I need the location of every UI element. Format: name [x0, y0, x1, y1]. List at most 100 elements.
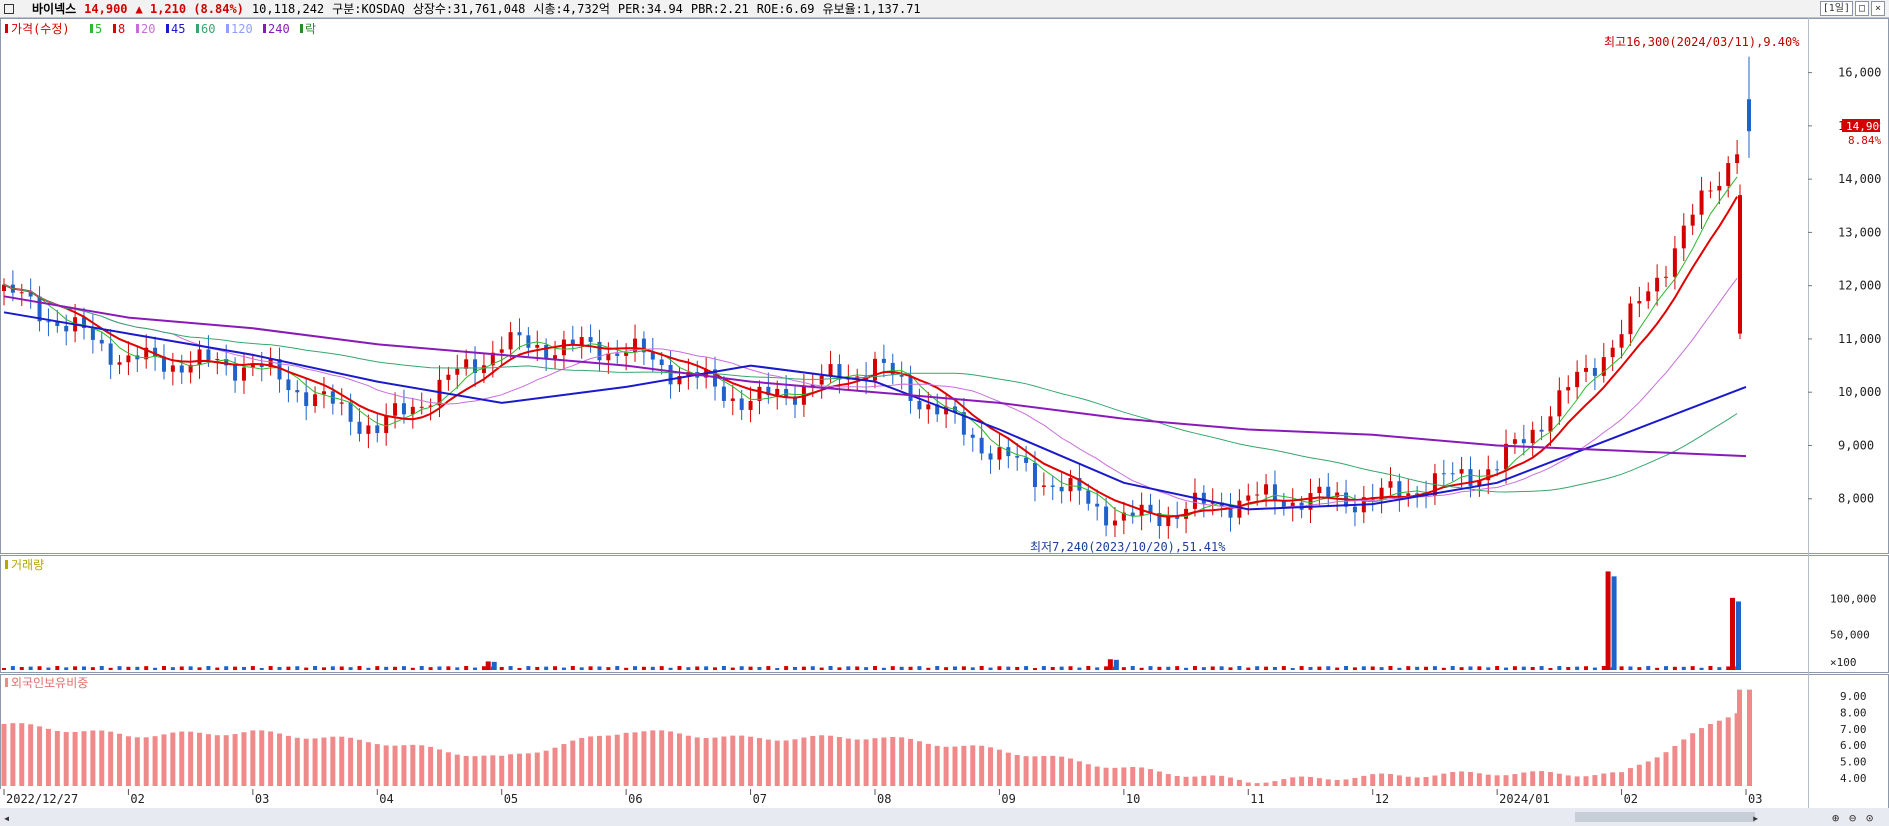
volume-bar: [55, 666, 60, 670]
volume-bar: [1006, 666, 1011, 670]
candle-body: [553, 355, 558, 359]
scroll-left-icon[interactable]: ◂: [3, 811, 10, 825]
foreign-ratio-bar: [117, 733, 123, 786]
x-axis: 2022/12/27 02 03 04 05 06 07 08 09 10 11 12 2024/01 0…: [3, 789, 1762, 806]
candle-body: [481, 365, 486, 373]
candle-body: [1681, 225, 1686, 249]
volume-bar: [1601, 666, 1606, 670]
foreign-ratio-bar: [383, 745, 389, 786]
foreign-ratio-bar: [508, 754, 514, 786]
x-tick-label: 2024/01: [1499, 792, 1550, 806]
volume-axis: 100,000 50,000 ×100: [1830, 593, 1876, 669]
foreign-ratio-bar: [659, 730, 665, 786]
volume-bar: [926, 667, 931, 670]
foreign-ratio-bar: [623, 732, 629, 786]
legend-ma-marker: [113, 24, 116, 33]
high-annotation: 최고16,300(2024/03/11),9.40%: [1604, 35, 1800, 49]
candle-body: [419, 406, 424, 408]
foreign-ratio-bar: [72, 732, 78, 786]
volume-bar: [81, 666, 86, 670]
x-tick-label: 09: [1001, 792, 1015, 806]
candle-body: [1717, 185, 1722, 191]
candle-body: [1255, 494, 1260, 496]
price-tick-label: 11,000: [1838, 332, 1881, 346]
foreign-ratio-bar: [1396, 775, 1402, 786]
price-tick-label: 10,000: [1838, 385, 1881, 399]
volume-bar: [890, 666, 895, 670]
legend-ma-label: 60: [201, 22, 215, 36]
volume-bar: [1477, 666, 1482, 670]
candle-body: [375, 425, 380, 434]
scrollbar-track[interactable]: [0, 808, 1889, 826]
candle-body: [321, 391, 326, 395]
candle-body: [1406, 493, 1411, 498]
maximize-icon[interactable]: □: [1855, 1, 1869, 16]
foreign-ratio-bar: [721, 736, 727, 786]
volume-bar: [766, 666, 771, 670]
foreign-ratio-bar: [685, 735, 691, 786]
foreign-ratio-bar: [285, 735, 291, 786]
legend-volume-marker: [5, 560, 8, 569]
candle-body: [1015, 456, 1020, 458]
legend-ma-label: 8: [118, 22, 125, 36]
foreign-ratio-bar: [996, 749, 1002, 786]
volume-bar: [1717, 667, 1722, 670]
volume-bar: [401, 666, 406, 670]
candle-body: [1290, 502, 1295, 508]
candle-body: [1441, 473, 1446, 475]
candle-body: [615, 353, 620, 356]
foreign-ratio-bar: [54, 730, 60, 786]
candle-body: [1264, 484, 1269, 495]
candle-body: [37, 296, 42, 322]
x-tick-label: 11: [1250, 792, 1264, 806]
zoom-in-icon[interactable]: ⊕: [1832, 811, 1839, 825]
price-series: [2, 56, 1751, 539]
volume-bar: [553, 666, 558, 670]
volume-bar: [1308, 666, 1313, 670]
candle-body: [659, 359, 664, 365]
candle-body: [161, 356, 166, 372]
foreign-ratio-bar: [1210, 775, 1216, 786]
foreign-ratio-bar: [552, 747, 558, 786]
candle-body: [233, 365, 238, 381]
candle-body: [277, 359, 282, 380]
close-icon[interactable]: ×: [1871, 1, 1885, 16]
foreign-ratio-bar: [81, 731, 87, 786]
volume-bar: [535, 666, 540, 670]
volume-bar: [526, 666, 531, 670]
candle-body: [179, 365, 184, 373]
zoom-out-icon[interactable]: ⊖: [1849, 811, 1856, 825]
foreign-ratio-bar: [1747, 689, 1752, 786]
volume-bar: [1148, 666, 1153, 670]
period-button[interactable]: [1일]: [1819, 1, 1853, 16]
volume-bar: [739, 666, 744, 670]
volume-bar: [837, 667, 842, 670]
zoom-reset-icon[interactable]: ⊙: [1866, 811, 1873, 825]
candle-body: [1512, 439, 1517, 444]
foreign-ratio-bar: [1725, 717, 1731, 786]
volume-bar: [961, 666, 966, 670]
legend-ma-label: 5: [95, 22, 102, 36]
foreign-ratio-bar: [1423, 776, 1429, 786]
volume-spike-bar: [1611, 576, 1617, 670]
foreign-ratio-bar: [899, 737, 905, 786]
volume-bar: [464, 666, 469, 670]
candle-body: [1655, 277, 1660, 292]
volume-bar: [437, 666, 442, 670]
candle-body: [561, 339, 566, 356]
volume-bar: [1432, 666, 1437, 670]
scroll-right-icon[interactable]: ▸: [1752, 811, 1759, 825]
volume-bar: [517, 667, 522, 670]
scrollbar-thumb[interactable]: [1575, 812, 1755, 822]
candle-body: [1086, 490, 1091, 504]
volume-bar: [304, 667, 309, 670]
volume-bar: [499, 666, 504, 670]
volume-bar: [384, 666, 389, 670]
candle-body: [188, 364, 193, 373]
volume-bars: [2, 571, 1741, 670]
foreign-tick-label: 4.00: [1840, 772, 1867, 785]
volume-bar: [1548, 667, 1553, 670]
volume-bar: [2, 668, 6, 670]
candle-body: [28, 292, 33, 297]
foreign-ratio-bar: [1610, 772, 1616, 786]
